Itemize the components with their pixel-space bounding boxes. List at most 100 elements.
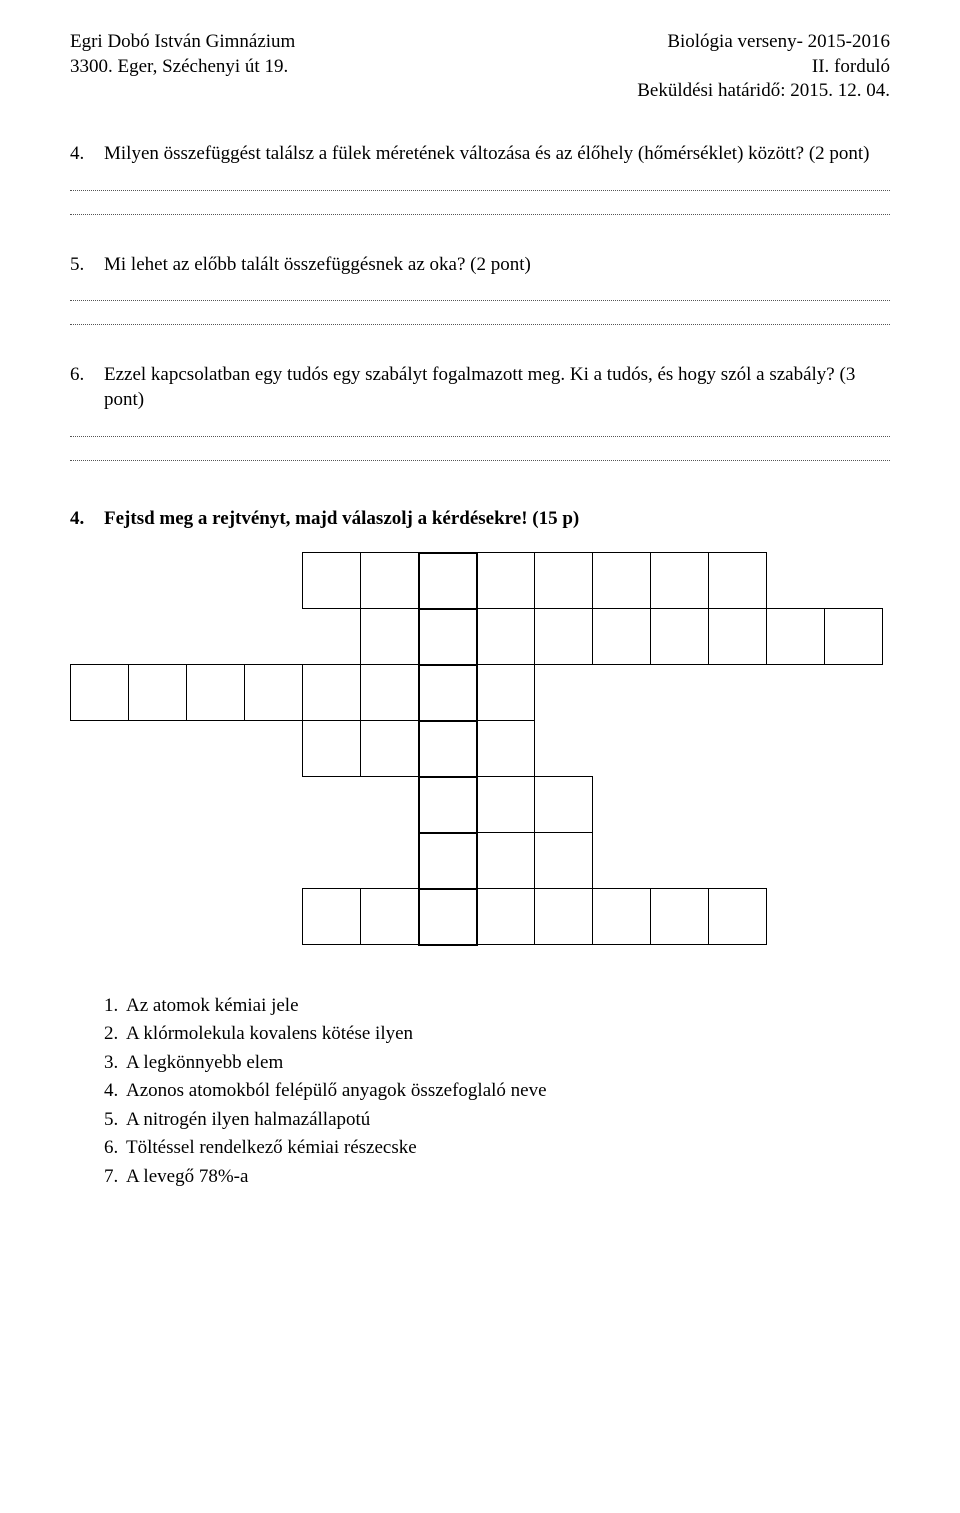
- crossword-cell: [419, 609, 477, 665]
- crossword-cell: [303, 833, 361, 889]
- crossword-cell: [535, 721, 593, 777]
- crossword-cell: [535, 833, 593, 889]
- crossword-cell: [593, 833, 651, 889]
- crossword-cell: [477, 609, 535, 665]
- crossword-cell: [825, 889, 883, 945]
- crossword-cell: [419, 777, 477, 833]
- school-name: Egri Dobó István Gimnázium: [70, 30, 295, 55]
- clue-5: 5.A nitrogén ilyen halmazállapotú: [104, 1106, 890, 1135]
- clue-4: 4.Azonos atomokból felépülő anyagok össz…: [104, 1077, 890, 1106]
- crossword-cell: [303, 665, 361, 721]
- crossword-cell: [71, 833, 129, 889]
- crossword-cell: [361, 777, 419, 833]
- clue-2: 2.A klórmolekula kovalens kötése ilyen: [104, 1020, 890, 1049]
- crossword-cell: [129, 833, 187, 889]
- crossword-cell: [477, 553, 535, 609]
- question-5: 5. Mi lehet az előbb talált összefüggésn…: [70, 253, 890, 326]
- crossword-cell: [535, 889, 593, 945]
- crossword-cell: [245, 889, 303, 945]
- crossword-cell: [593, 553, 651, 609]
- crossword-cell: [303, 889, 361, 945]
- crossword-cell: [419, 553, 477, 609]
- crossword-cell: [767, 889, 825, 945]
- crossword-grid: [70, 552, 883, 946]
- clue-text: A levegő 78%-a: [126, 1166, 248, 1187]
- clue-num: 6.: [104, 1134, 126, 1163]
- crossword-cell: [825, 609, 883, 665]
- crossword-cell: [651, 777, 709, 833]
- crossword-cell: [187, 665, 245, 721]
- clue-text: Az atomok kémiai jele: [126, 995, 299, 1016]
- crossword-cell: [245, 833, 303, 889]
- crossword-cell: [187, 889, 245, 945]
- clue-6: 6.Töltéssel rendelkező kémiai részecske: [104, 1134, 890, 1163]
- crossword-cell: [535, 777, 593, 833]
- crossword-cell: [709, 553, 767, 609]
- clue-num: 7.: [104, 1163, 126, 1192]
- crossword-cell: [651, 609, 709, 665]
- question-6: 6. Ezzel kapcsolatban egy tudós egy szab…: [70, 363, 890, 460]
- crossword-cell: [71, 665, 129, 721]
- crossword-cell: [477, 777, 535, 833]
- crossword-cell: [825, 777, 883, 833]
- answer-line: [70, 309, 890, 325]
- crossword-cell: [767, 777, 825, 833]
- crossword-cell: [593, 777, 651, 833]
- crossword-cell: [187, 609, 245, 665]
- crossword-cell: [129, 721, 187, 777]
- crossword-cell: [825, 665, 883, 721]
- crossword-cell: [71, 777, 129, 833]
- crossword-cell: [477, 721, 535, 777]
- crossword-cell: [129, 777, 187, 833]
- clues-list: 1.Az atomok kémiai jele 2.A klórmolekula…: [70, 992, 890, 1192]
- crossword-cell: [129, 609, 187, 665]
- crossword-cell: [187, 553, 245, 609]
- q6-text: Ezzel kapcsolatban egy tudós egy szabály…: [104, 363, 890, 412]
- crossword-cell: [245, 609, 303, 665]
- clue-num: 5.: [104, 1106, 126, 1135]
- crossword-cell: [709, 721, 767, 777]
- crossword-cell: [709, 889, 767, 945]
- q4-number: 4.: [70, 142, 104, 167]
- question-4: 4. Milyen összefüggést találsz a fülek m…: [70, 142, 890, 215]
- page-header: Egri Dobó István Gimnázium 3300. Eger, S…: [70, 30, 890, 104]
- deadline: Beküldési határidő: 2015. 12. 04.: [637, 79, 890, 104]
- crossword-cell: [651, 665, 709, 721]
- contest-round: II. forduló: [637, 55, 890, 80]
- crossword-cell: [361, 889, 419, 945]
- section-4-number: 4.: [70, 507, 104, 532]
- crossword-cell: [825, 553, 883, 609]
- crossword-cell: [71, 609, 129, 665]
- q6-number: 6.: [70, 363, 104, 412]
- crossword-cell: [245, 553, 303, 609]
- crossword-cell: [419, 665, 477, 721]
- crossword-cell: [361, 609, 419, 665]
- answer-line: [70, 199, 890, 215]
- q5-number: 5.: [70, 253, 104, 278]
- crossword-cell: [535, 665, 593, 721]
- clue-7: 7.A levegő 78%-a: [104, 1163, 890, 1192]
- crossword-cell: [593, 665, 651, 721]
- crossword-cell: [593, 721, 651, 777]
- crossword-cell: [187, 777, 245, 833]
- clue-text: A klórmolekula kovalens kötése ilyen: [126, 1023, 413, 1044]
- crossword-cell: [535, 609, 593, 665]
- crossword-cell: [477, 665, 535, 721]
- crossword-cell: [593, 609, 651, 665]
- crossword-cell: [477, 833, 535, 889]
- clue-text: A legkönnyebb elem: [126, 1052, 283, 1073]
- section-4-title: Fejtsd meg a rejtvényt, majd válaszolj a…: [104, 507, 890, 532]
- crossword-cell: [129, 665, 187, 721]
- crossword-cell: [767, 833, 825, 889]
- clue-num: 1.: [104, 992, 126, 1021]
- header-right: Biológia verseny- 2015-2016 II. forduló …: [637, 30, 890, 104]
- crossword-cell: [651, 553, 709, 609]
- crossword-cell: [129, 889, 187, 945]
- clue-num: 2.: [104, 1020, 126, 1049]
- crossword-cell: [303, 777, 361, 833]
- crossword-cell: [419, 889, 477, 945]
- answer-line: [70, 445, 890, 461]
- section-4-heading: 4. Fejtsd meg a rejtvényt, majd válaszol…: [70, 507, 890, 532]
- crossword-cell: [419, 833, 477, 889]
- header-left: Egri Dobó István Gimnázium 3300. Eger, S…: [70, 30, 295, 104]
